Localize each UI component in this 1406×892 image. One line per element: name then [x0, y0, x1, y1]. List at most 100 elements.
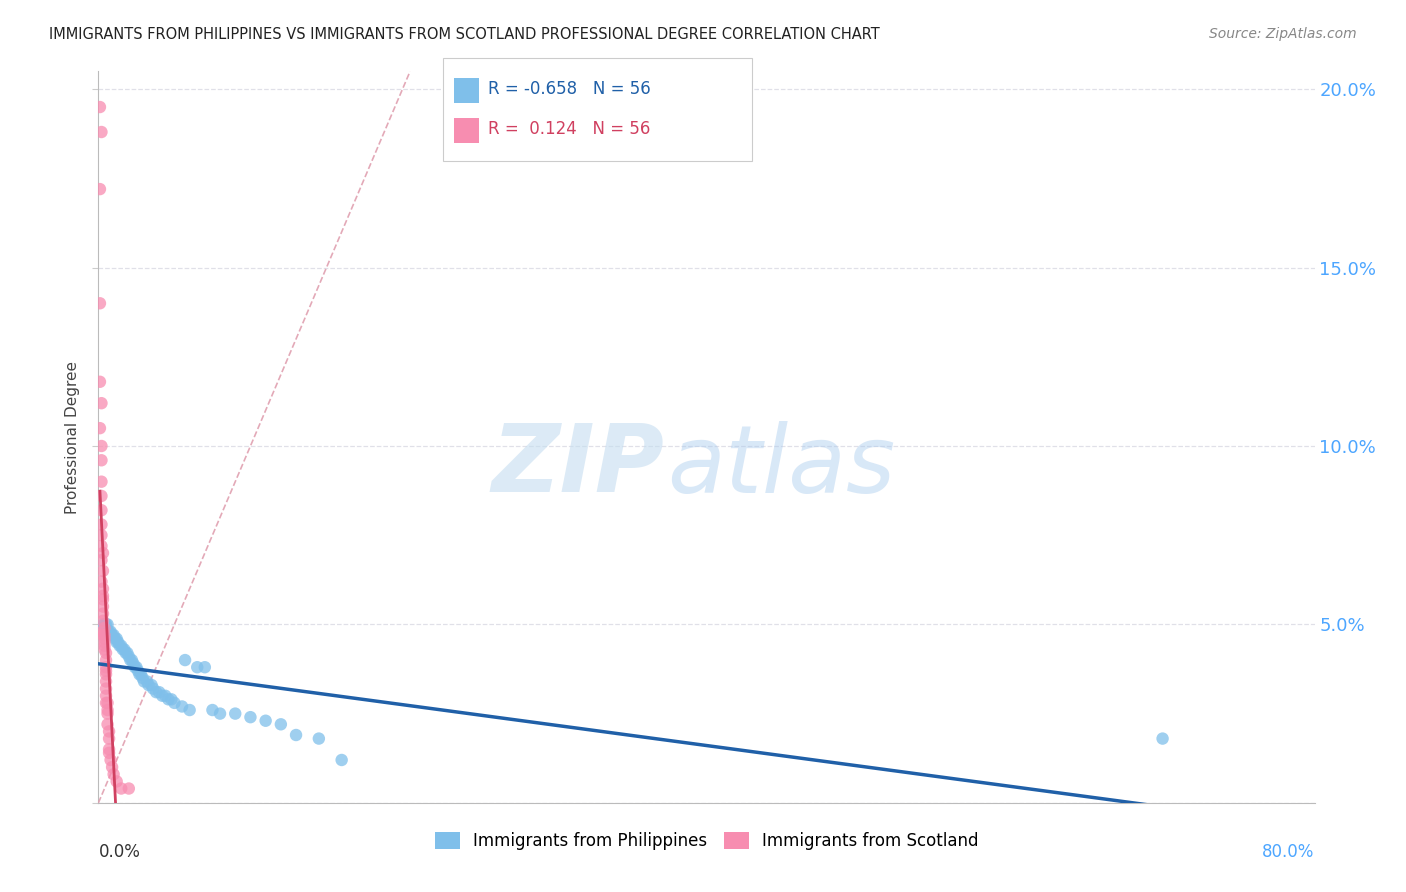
- Point: [100, 753, 122, 767]
- Point: [270, 717, 292, 731]
- Point: [91, 589, 114, 603]
- Point: [94, 667, 117, 681]
- Point: [89, 296, 111, 310]
- Point: [89, 100, 111, 114]
- Point: [118, 649, 141, 664]
- Point: [120, 653, 142, 667]
- Point: [308, 731, 330, 746]
- Point: [90, 453, 112, 467]
- Point: [93, 621, 115, 635]
- Text: R = -0.658   N = 56: R = -0.658 N = 56: [488, 80, 651, 98]
- Point: [125, 660, 148, 674]
- Point: [117, 646, 139, 660]
- Point: [103, 628, 125, 642]
- Point: [174, 653, 197, 667]
- Point: [90, 396, 112, 410]
- Point: [105, 774, 128, 789]
- Point: [94, 646, 117, 660]
- Point: [89, 375, 111, 389]
- Point: [170, 699, 193, 714]
- Point: [90, 475, 112, 489]
- Text: atlas: atlas: [668, 421, 896, 512]
- Point: [96, 624, 118, 639]
- Point: [96, 703, 118, 717]
- Point: [90, 539, 112, 553]
- Point: [124, 660, 146, 674]
- Point: [194, 660, 217, 674]
- Point: [163, 696, 186, 710]
- Point: [98, 746, 121, 760]
- Point: [91, 607, 114, 621]
- Point: [118, 781, 141, 796]
- Point: [94, 689, 117, 703]
- Point: [98, 742, 121, 756]
- Point: [91, 582, 114, 596]
- Point: [98, 731, 121, 746]
- Point: [93, 617, 115, 632]
- Point: [96, 717, 118, 731]
- Point: [150, 689, 173, 703]
- Point: [1152, 731, 1174, 746]
- Text: R =  0.124   N = 56: R = 0.124 N = 56: [488, 120, 650, 138]
- Point: [94, 674, 117, 689]
- Point: [94, 617, 117, 632]
- Point: [160, 692, 183, 706]
- Point: [91, 564, 114, 578]
- Point: [91, 628, 114, 642]
- Point: [122, 657, 145, 671]
- Point: [94, 653, 117, 667]
- Point: [103, 767, 125, 781]
- Point: [90, 553, 112, 567]
- Point: [90, 574, 112, 589]
- Point: [100, 624, 122, 639]
- Text: Source: ZipAtlas.com: Source: ZipAtlas.com: [1209, 27, 1357, 41]
- Point: [89, 421, 111, 435]
- Point: [145, 685, 167, 699]
- Point: [105, 632, 128, 646]
- Point: [155, 689, 177, 703]
- Point: [98, 624, 121, 639]
- Point: [330, 753, 353, 767]
- Point: [98, 724, 121, 739]
- Point: [91, 624, 114, 639]
- Point: [110, 781, 132, 796]
- Point: [121, 653, 143, 667]
- Point: [94, 681, 117, 696]
- Point: [186, 660, 208, 674]
- Point: [90, 439, 112, 453]
- Point: [91, 546, 114, 560]
- Legend: Immigrants from Philippines, Immigrants from Scotland: Immigrants from Philippines, Immigrants …: [427, 825, 986, 856]
- Point: [93, 635, 115, 649]
- Point: [112, 642, 135, 657]
- Point: [94, 696, 117, 710]
- Text: IMMIGRANTS FROM PHILIPPINES VS IMMIGRANTS FROM SCOTLAND PROFESSIONAL DEGREE CORR: IMMIGRANTS FROM PHILIPPINES VS IMMIGRANT…: [49, 27, 880, 42]
- Text: ZIP: ZIP: [491, 420, 664, 512]
- Point: [91, 592, 114, 607]
- Point: [132, 674, 155, 689]
- Point: [101, 760, 124, 774]
- Point: [96, 706, 118, 721]
- Point: [114, 646, 136, 660]
- Point: [90, 489, 112, 503]
- Point: [93, 639, 115, 653]
- Point: [285, 728, 308, 742]
- Point: [91, 617, 114, 632]
- Point: [201, 703, 224, 717]
- Point: [90, 503, 112, 517]
- Point: [94, 660, 117, 674]
- Point: [127, 664, 149, 678]
- Point: [141, 678, 163, 692]
- Point: [101, 628, 124, 642]
- Point: [91, 599, 114, 614]
- Point: [96, 696, 118, 710]
- Point: [157, 692, 180, 706]
- Point: [90, 125, 112, 139]
- Point: [107, 635, 129, 649]
- Point: [224, 706, 246, 721]
- Point: [239, 710, 262, 724]
- Point: [96, 617, 118, 632]
- Point: [94, 664, 117, 678]
- Point: [148, 685, 170, 699]
- Point: [129, 667, 152, 681]
- Point: [91, 614, 114, 628]
